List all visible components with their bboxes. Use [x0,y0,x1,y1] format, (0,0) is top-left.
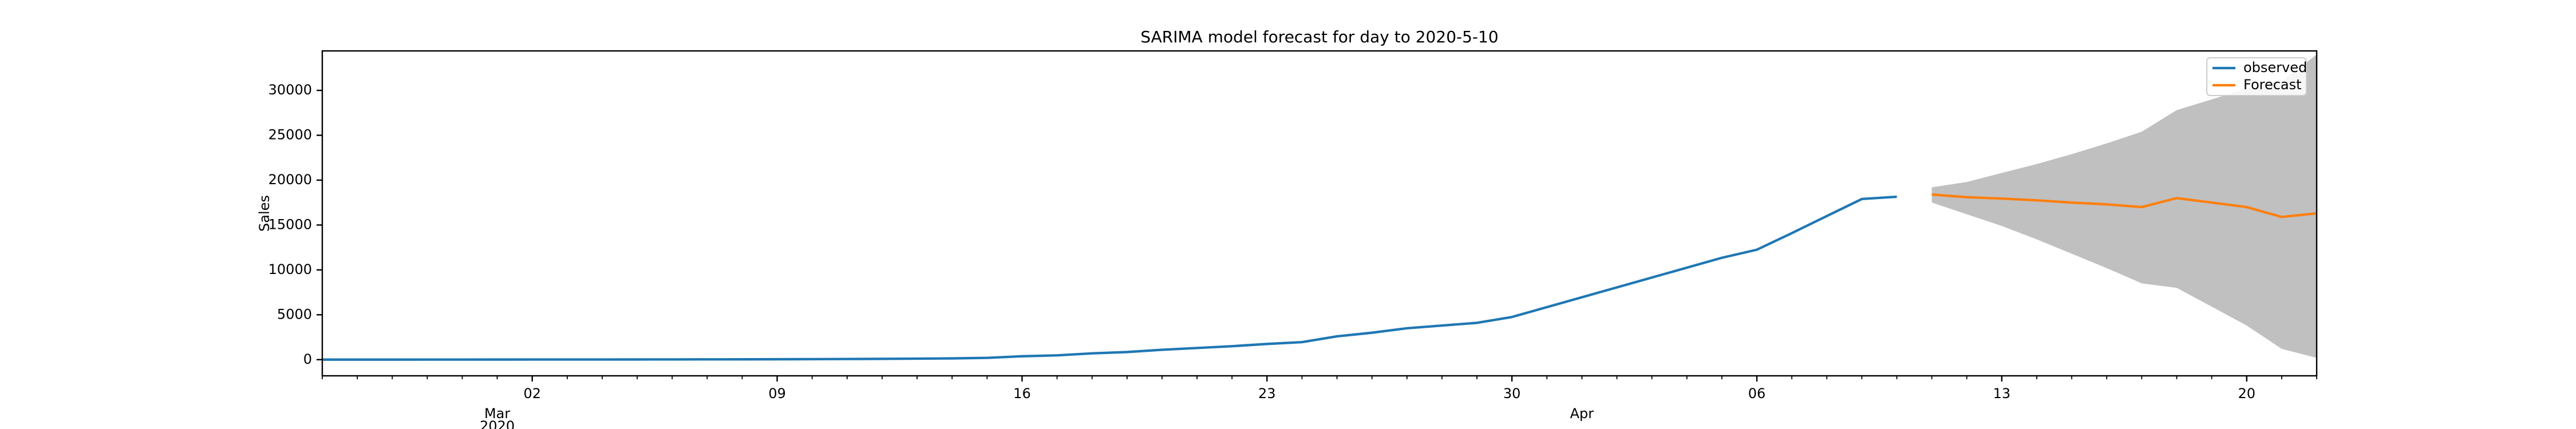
y-tick-label: 30000 [268,82,312,98]
x-tick-label: 09 [768,386,786,402]
y-tick-label: 15000 [268,216,312,232]
y-tick-label: 10000 [268,261,312,277]
y-tick-label: 25000 [268,126,312,142]
series-line [322,195,1897,361]
y-tick-label: 0 [303,351,312,367]
y-tick-label: 20000 [268,172,312,188]
x-tick-label: 30 [1503,386,1521,402]
chart-title: SARIMA model forecast for day to 2020-5-… [1140,27,1498,46]
legend-label: observed [2243,59,2307,76]
x-month-label: Mar [484,406,510,422]
x-tick-label: 06 [1748,386,1766,402]
plot-frame [321,50,2318,377]
x-tick-label: 16 [1013,386,1031,402]
legend-label: Forecast [2243,77,2302,93]
y-tick-label: 5000 [277,306,312,322]
x-tick-label: 23 [1258,386,1276,402]
x-year-label: 2020 [480,418,515,429]
y-axis-label: Sales [256,195,272,232]
x-month-label: Apr [1570,406,1594,422]
x-tick-label: 20 [2238,386,2255,402]
x-tick-label: 13 [1993,386,2011,402]
x-tick-label: 02 [523,386,541,402]
series-line [1931,193,2317,219]
